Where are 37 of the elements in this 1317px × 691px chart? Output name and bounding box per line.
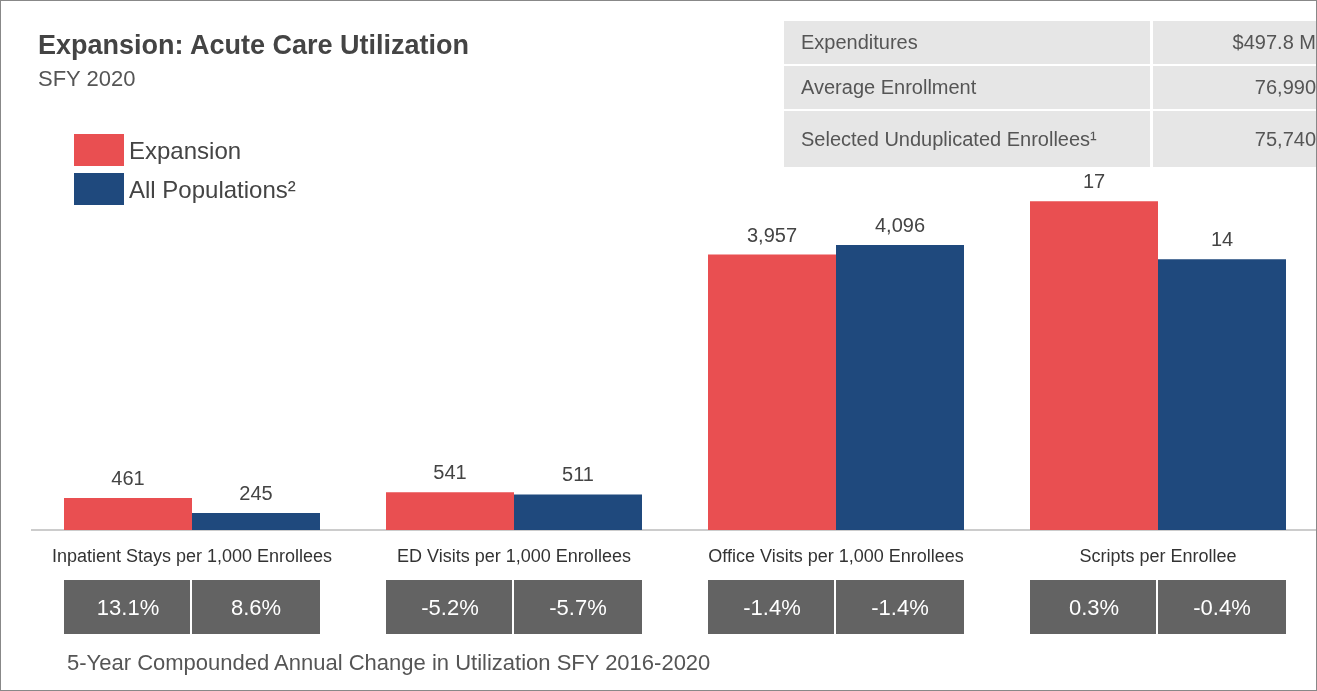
bar <box>386 492 514 530</box>
text: 76,990 <box>1153 66 1317 109</box>
text: -5.2% <box>421 594 479 620</box>
bar <box>514 494 642 530</box>
x-tick-label: ED Visits per 1,000 Enrollees <box>397 546 631 566</box>
data-label: 17 <box>1082 170 1106 193</box>
bar <box>708 254 836 530</box>
text: 0.3% <box>1068 594 1120 620</box>
data-label: 511 <box>562 463 594 486</box>
chart-subtitle: SFY 2020 <box>38 65 136 91</box>
text: -1.4% <box>743 594 801 620</box>
data-label: 245 <box>239 481 273 504</box>
text: Average Enrollment <box>784 66 1153 109</box>
text: $497.8 M <box>1153 21 1317 64</box>
data-label: 14 <box>1210 228 1234 251</box>
data-label: 461 <box>111 466 145 489</box>
bar <box>192 512 320 530</box>
data-label: 3,957 <box>746 223 798 246</box>
text: Expenditures <box>784 21 1153 64</box>
x-tick-label: Office Visits per 1,000 Enrollees <box>708 546 964 566</box>
text: Selected Unduplicated Enrollees¹ <box>784 111 1153 167</box>
x-tick-label: Inpatient Stays per 1,000 Enrollees <box>51 546 333 566</box>
legend-label: Expansion <box>129 136 242 164</box>
text: -5.7% <box>549 594 607 620</box>
x-tick-label: Scripts per Enrollee <box>1079 546 1237 566</box>
x-axis-title: 5-Year Compounded Annual Change in Utilization SFY 2016-2020 <box>67 649 711 675</box>
text: 13.1% <box>96 594 160 620</box>
chart-title: Expansion: Acute Care Utilization <box>38 29 470 60</box>
bar <box>64 497 192 530</box>
data-label: 4,096 <box>874 213 926 236</box>
legend-label: All Populations² <box>129 175 296 203</box>
text: -1.4% <box>871 594 929 620</box>
data-label: 541 <box>433 461 467 484</box>
text: 75,740 <box>1153 111 1317 167</box>
text: -0.4% <box>1193 594 1251 620</box>
text: 8.6% <box>230 594 282 620</box>
bar <box>836 244 964 530</box>
